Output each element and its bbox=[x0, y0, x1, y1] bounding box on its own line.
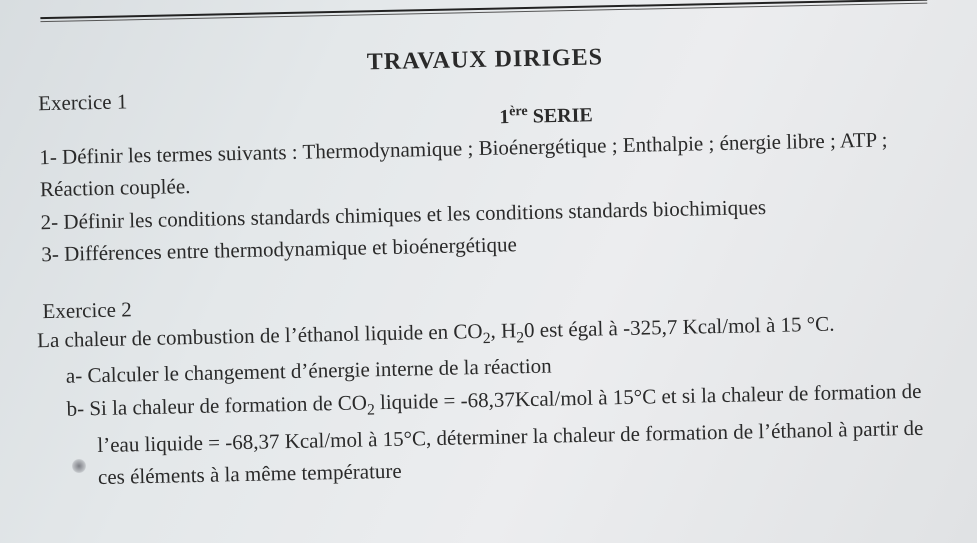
ex2-intro-mid: , H bbox=[490, 318, 516, 343]
serie-num: 1 bbox=[499, 106, 509, 128]
exercice-2-block: Exercice 2 La chaleur de combustion de l… bbox=[36, 280, 947, 495]
ex2-b: b- Si la chaleur de formation de CO2 liq… bbox=[96, 374, 947, 493]
top-rule-1 bbox=[40, 0, 927, 19]
ex2-intro-pre: La chaleur de combustion de l’éthanol li… bbox=[37, 319, 483, 352]
serie-sup: ère bbox=[509, 104, 528, 119]
serie-word: SERIE bbox=[527, 104, 592, 127]
scanned-page: TRAVAUX DIRIGES Exercice 1 1ère SERIE 1-… bbox=[0, 0, 977, 543]
top-rule-2 bbox=[40, 3, 927, 23]
ex2-b-pre: b- Si la chaleur de formation de CO bbox=[66, 390, 367, 420]
ink-smudge bbox=[72, 459, 86, 473]
ex2-intro-post: 0 est égal à -325,7 Kcal/mol à 15 °C. bbox=[524, 311, 835, 341]
